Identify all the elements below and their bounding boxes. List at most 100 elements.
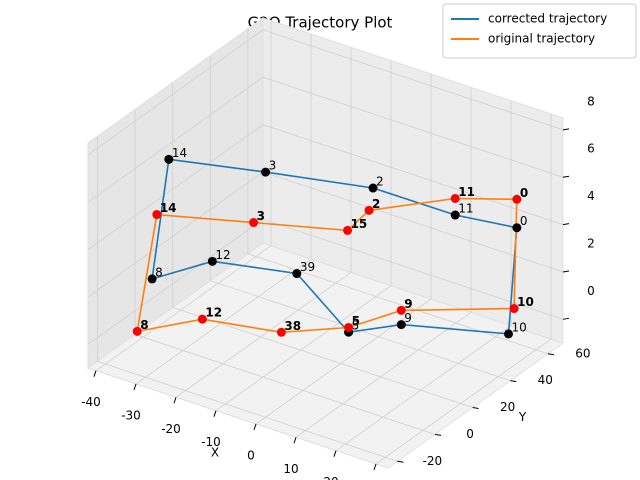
node-point [132,326,142,336]
node-label: 3 [269,159,277,173]
node-point [344,322,354,332]
node-label: 39 [300,260,315,274]
legend: corrected trajectory original trajectory [442,3,637,59]
node-label: 12 [205,306,222,320]
node-label: 11 [458,202,473,216]
grid-line [87,76,564,203]
node-label: 8 [155,265,163,279]
trajectory-line [151,158,518,335]
y-tick-label: 60 [575,346,590,360]
node-point [368,183,378,193]
node-label: 5 [352,314,360,328]
legend-label: original trajectory [488,32,595,46]
node-label: 38 [284,319,301,333]
x-tick [93,370,97,377]
node-label: 10 [511,320,526,334]
y-axis-label: Y [518,410,527,424]
x-tick-label: 20 [323,475,338,480]
z-tick [562,270,570,273]
x-tick [373,463,377,471]
y-tick-label: -20 [423,454,443,468]
x-tick [253,423,257,431]
y-tick [434,433,442,436]
grid-line [247,28,549,355]
legend-label: corrected trajectory [488,12,607,26]
z-tick-label: 6 [587,142,595,156]
grid-line [335,100,512,452]
x-tick [333,450,337,457]
node-point [276,327,286,337]
node-point [152,210,162,220]
node-point [396,305,406,315]
node-label: 0 [520,214,528,228]
grid-line [375,114,552,465]
y-tick-label: 40 [538,373,553,387]
y-tick-label: 0 [466,427,474,441]
node-label: 14 [160,201,177,215]
y-tick-label: 20 [500,400,515,414]
z-tick-label: 0 [587,284,595,298]
node-label: 14 [172,146,187,160]
grid-line [295,87,472,438]
grid-line [255,74,432,425]
node-point [512,194,522,204]
y-tick [397,460,404,463]
node-point [261,167,271,177]
grid-line [87,218,564,345]
node-point [164,154,174,164]
grid-line [95,20,272,372]
grid-line [209,55,511,381]
node-label: 11 [458,185,475,199]
y-tick [510,380,517,383]
node-point [396,320,406,330]
z-tick [562,223,570,226]
node-label: 2 [372,197,380,211]
x-tick [293,437,297,444]
x-tick-label: -10 [201,435,221,449]
grid-line [97,136,398,462]
node-point [364,205,374,215]
node-point [509,304,519,314]
z-tick-label: 4 [587,189,595,203]
node-point [512,223,522,233]
x-tick-label: -20 [161,422,181,436]
z-tick-label: 8 [587,94,595,108]
node-label: 12 [215,248,230,262]
node-label: 10 [517,295,534,309]
legend-box [442,3,637,59]
node-point [249,218,259,228]
x-tick [133,383,137,391]
node-point [450,193,460,203]
grid-line [215,60,392,412]
grid-line [175,47,352,398]
node-label: 9 [404,311,412,325]
node-label: 2 [376,175,384,189]
x-tick [173,397,177,404]
grid-line [87,124,564,250]
x-tick-label: -30 [121,409,141,423]
grid-line [135,34,312,385]
z-tick [562,128,570,131]
x-axis-label: X [211,446,219,460]
node-label: 9 [404,297,412,311]
node-point [292,269,302,279]
node-point [147,274,157,284]
node-point [343,225,353,235]
node-label: 15 [351,217,368,231]
node-label: 5 [352,319,360,333]
grid-line [87,29,564,156]
node-point [450,210,460,220]
node-label: 0 [520,186,528,200]
z-tick-label: 2 [587,236,595,250]
x-tick-label: 0 [247,449,255,463]
y-tick [472,407,479,410]
z-tick [562,317,570,320]
z-tick [562,175,570,178]
x-tick [213,410,217,417]
node-label: 8 [140,318,148,332]
y-tick [547,353,555,356]
node-point [503,329,513,339]
node-label: 3 [257,209,265,223]
x-tick-label: 10 [283,462,298,476]
